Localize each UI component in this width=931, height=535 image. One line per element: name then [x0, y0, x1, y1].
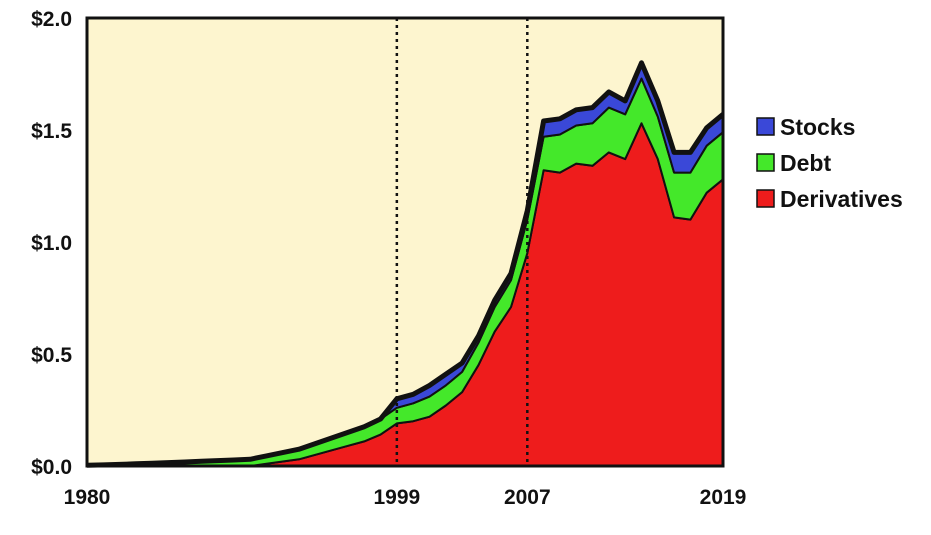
x-axis-ticks: 1980 1999 2007 2019 [64, 486, 747, 509]
y-tick-label: $0.5 [31, 344, 72, 367]
legend: Stocks Debt Derivatives [756, 114, 903, 212]
plot-frame [85, 16, 725, 468]
legend-label-derivatives: Derivatives [780, 186, 903, 212]
y-tick-label: $2.0 [31, 8, 72, 31]
legend-swatch-derivatives [756, 189, 775, 208]
y-tick-label: $1.5 [31, 120, 72, 143]
y-tick-label: $1.0 [31, 232, 72, 255]
legend-label-debt: Debt [780, 150, 831, 176]
x-tick-label: 2019 [700, 486, 747, 509]
legend-swatch-stocks [756, 117, 775, 136]
y-tick-label: $0.0 [31, 456, 72, 479]
reference-lines [395, 18, 529, 466]
x-tick-label: 1999 [373, 486, 420, 509]
legend-swatch-debt [756, 153, 775, 172]
total-outline [86, 60, 725, 468]
y-axis-ticks: $0.0 $0.5 $1.0 $1.5 $2.0 [31, 8, 72, 479]
x-tick-label: 1980 [64, 486, 111, 509]
legend-label-stocks: Stocks [780, 114, 855, 140]
x-tick-label: 2007 [504, 486, 551, 509]
